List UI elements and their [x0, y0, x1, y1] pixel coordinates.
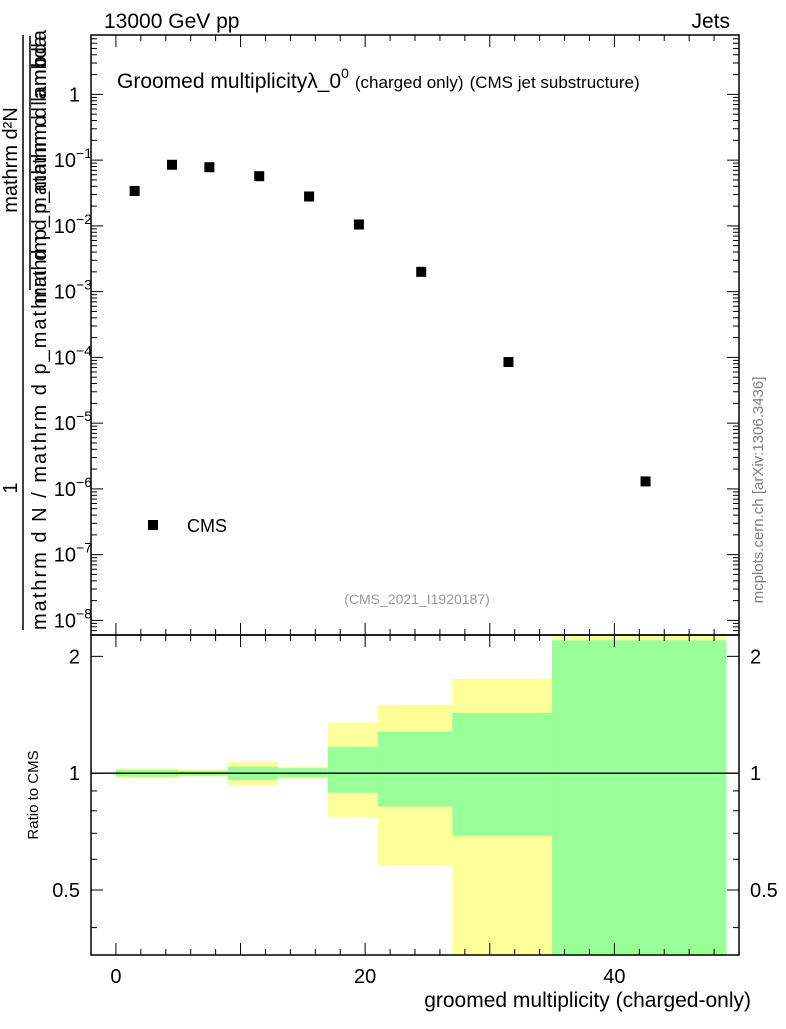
ratio-band-inner — [552, 640, 727, 955]
plot-title-superscript: 0 — [341, 65, 349, 81]
y-tick-label: 10−5 — [54, 408, 92, 435]
ratio-y-tick-label-left: 0.5 — [52, 880, 80, 902]
data-point — [129, 185, 140, 196]
data-point — [416, 266, 427, 277]
y-tick-label: 10−1 — [54, 145, 92, 172]
y-tick-label-exp: −7 — [76, 540, 92, 556]
legend-label: CMS — [187, 516, 227, 536]
data-point — [254, 171, 265, 182]
ratio-y-tick-label-left: 1 — [69, 763, 80, 785]
y-tick-label-base: 10 — [54, 216, 76, 238]
ratio-y-tick-label-right: 1 — [750, 763, 761, 785]
main-y-ticks: 110−110−210−310−410−510−610−710−8 — [54, 34, 740, 636]
main-y-axis-label: 1 mathrm d N / mathrm d p_mathrm d p_mat… — [0, 29, 51, 630]
y-tick-label-base: 10 — [54, 282, 76, 304]
y-tick-label-exp: −1 — [76, 145, 92, 161]
y-label-right-top: mathrm d²N — [0, 107, 22, 213]
y-tick-label-exp: −8 — [76, 605, 92, 621]
side-watermark: mcplots.cern.ch [arXiv:1306.3436] — [750, 377, 767, 604]
y-tick-label-base: 10 — [54, 150, 76, 172]
y-tick-label-exp: −4 — [76, 342, 92, 358]
plot-title: Groomed multiplicityλ_00 (charged only) (C… — [117, 65, 640, 93]
ratio-band-inner — [452, 712, 553, 836]
data-point — [204, 162, 215, 173]
y-label-right-bottom: mathrm d p_mathrm d lambda — [29, 35, 51, 304]
x-tick-label: 20 — [354, 966, 376, 988]
x-axis-label: groomed multiplicity (charged-only) — [424, 989, 751, 1012]
legend-marker — [148, 520, 158, 530]
y-tick-label: 10−2 — [54, 211, 92, 238]
y-tick-label: 10−7 — [54, 540, 92, 567]
y-tick-label-exp: −3 — [76, 277, 92, 293]
y-tick-label-base: 10 — [54, 347, 76, 369]
energy-label: 13000 GeV pp — [104, 10, 239, 33]
y-tick-label: 10−4 — [54, 342, 92, 369]
data-point — [640, 476, 651, 487]
ratio-y-label: Ratio to CMS — [25, 750, 42, 839]
main-panel-frame — [90, 34, 740, 636]
y-tick-label-base: 10 — [54, 479, 76, 501]
y-tick-label: 1 — [69, 84, 80, 106]
x-tick-label: 0 — [110, 966, 121, 988]
y-tick-label-base: 10 — [54, 413, 76, 435]
plot-title-main: Groomed multiplicity — [117, 70, 308, 93]
y-label-numerator: 1 — [0, 482, 22, 493]
plot-title-suffix-small: (charged only) — [355, 73, 464, 92]
y-tick-label: 10−6 — [54, 474, 92, 501]
data-point — [503, 357, 514, 368]
y-tick-label: 10−8 — [54, 605, 92, 632]
ratio-bands — [115, 635, 727, 955]
analysis-id: (CMS_2021_I1920187) — [344, 591, 490, 607]
plot-title-suffix: (CMS jet substructure) — [470, 73, 640, 92]
y-tick-label-base: 10 — [54, 545, 76, 567]
y-label-denominator: mathrm d N / mathrm d p_mathrm d p_mathr… — [29, 29, 51, 630]
x-tick-label: 40 — [603, 966, 625, 988]
data-point — [167, 159, 177, 170]
data-point — [304, 191, 315, 202]
cms-data-points — [129, 159, 651, 487]
y-tick-label-exp: −5 — [76, 408, 92, 424]
y-tick-label-exp: −2 — [76, 211, 92, 227]
y-tick-label: 10−3 — [54, 277, 92, 304]
ratio-y-tick-label-right: 0.5 — [750, 880, 778, 902]
ratio-band-inner — [377, 731, 453, 807]
ratio-band-inner — [327, 746, 378, 793]
y-tick-label-exp: −6 — [76, 474, 92, 490]
ratio-y-tick-label-left: 2 — [69, 646, 80, 668]
category-label: Jets — [691, 10, 730, 33]
ratio-y-tick-label-right: 2 — [750, 646, 761, 668]
data-point — [353, 219, 364, 230]
y-tick-label-base: 10 — [54, 610, 76, 632]
plot-title-lambda: λ_0 — [307, 70, 341, 93]
